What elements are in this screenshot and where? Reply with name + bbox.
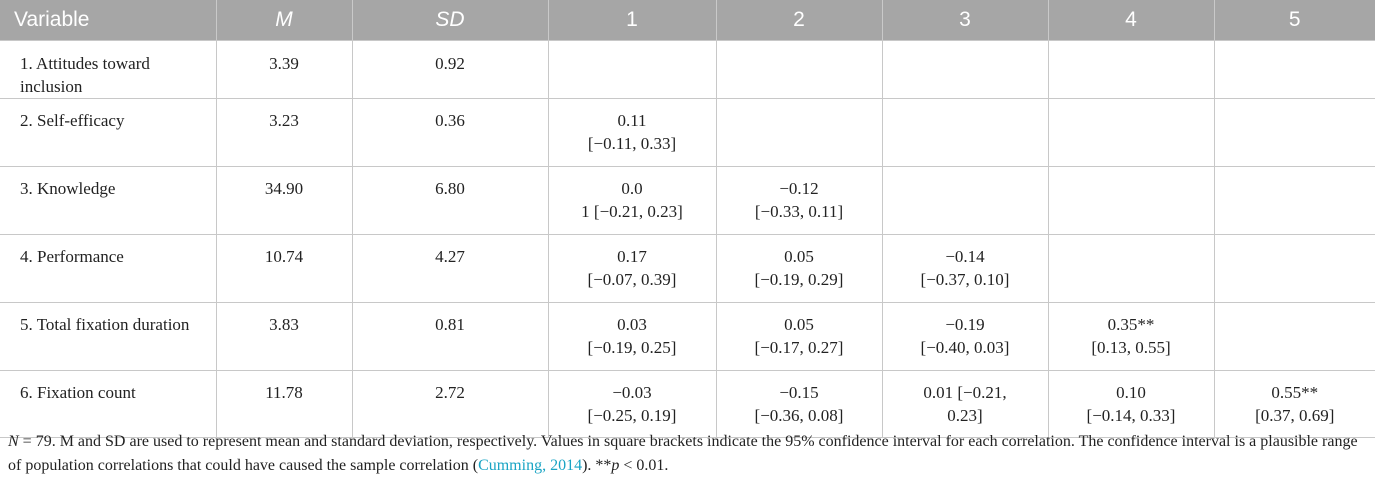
- correlation-cell: [1213, 234, 1375, 303]
- correlation-cell: [715, 98, 883, 167]
- correlation-cell: 0.10 [−0.14, 0.33]: [1047, 370, 1215, 438]
- correlation-cell: [1213, 98, 1375, 167]
- table-row: 5. Total fixation duration 3.83 0.81 0.0…: [0, 302, 1375, 371]
- correlation-cell: [547, 40, 717, 99]
- correlation-cell: 0.05 [−0.17, 0.27]: [715, 302, 883, 371]
- header-col-4: 4: [1048, 0, 1215, 41]
- correlation-cell: 0.55** [0.37, 0.69]: [1213, 370, 1375, 438]
- sd-cell: 4.27: [351, 234, 549, 303]
- correlation-cell: [881, 98, 1049, 167]
- sd-cell: 0.36: [351, 98, 549, 167]
- sd-cell: 6.80: [351, 166, 549, 235]
- correlation-cell: [1047, 40, 1215, 99]
- correlation-table: Variable M SD 1 2 3 4 5 1. Attitudes tow…: [0, 0, 1375, 438]
- variable-cell: 3. Knowledge: [0, 166, 217, 235]
- correlation-cell: −0.03 [−0.25, 0.19]: [547, 370, 717, 438]
- mean-cell: 3.83: [215, 302, 353, 371]
- correlation-cell: [881, 40, 1049, 99]
- correlation-cell: 0.01 [−0.21, 0.23]: [881, 370, 1049, 438]
- correlation-cell: −0.19 [−0.40, 0.03]: [881, 302, 1049, 371]
- correlation-cell: −0.12 [−0.33, 0.11]: [715, 166, 883, 235]
- table-header-row: Variable M SD 1 2 3 4 5: [0, 0, 1375, 41]
- citation-link[interactable]: Cumming, 2014: [478, 457, 583, 474]
- mean-cell: 3.39: [215, 40, 353, 99]
- correlation-cell: −0.14 [−0.37, 0.10]: [881, 234, 1049, 303]
- table-footnote: N = 79. M and SD are used to represent m…: [8, 430, 1368, 478]
- sd-cell: 2.72: [351, 370, 549, 438]
- header-sd: SD: [352, 0, 549, 41]
- correlation-cell: −0.15 [−0.36, 0.08]: [715, 370, 883, 438]
- table-row: 4. Performance 10.74 4.27 0.17 [−0.07, 0.…: [0, 234, 1375, 303]
- header-col-5: 5: [1214, 0, 1375, 41]
- correlation-cell: [881, 166, 1049, 235]
- header-col-3: 3: [882, 0, 1049, 41]
- mean-cell: 34.90: [215, 166, 353, 235]
- correlation-cell: 0.0 1 [−0.21, 0.23]: [547, 166, 717, 235]
- header-col-1: 1: [548, 0, 717, 41]
- correlation-cell: [1213, 166, 1375, 235]
- correlation-cell: 0.03 [−0.19, 0.25]: [547, 302, 717, 371]
- correlation-cell: [1047, 166, 1215, 235]
- mean-cell: 10.74: [215, 234, 353, 303]
- header-mean: M: [216, 0, 353, 41]
- header-variable: Variable: [0, 0, 217, 41]
- mean-cell: 3.23: [215, 98, 353, 167]
- footnote-text-3: < 0.01.: [619, 457, 669, 474]
- variable-cell: 1. Attitudes toward inclusion: [0, 40, 217, 99]
- correlation-cell: 0.35** [0.13, 0.55]: [1047, 302, 1215, 371]
- table-row: 6. Fixation count 11.78 2.72 −0.03 [−0.25…: [0, 370, 1375, 438]
- sd-cell: 0.92: [351, 40, 549, 99]
- p-symbol: p: [611, 457, 620, 474]
- mean-cell: 11.78: [215, 370, 353, 438]
- variable-cell: 2. Self-efficacy: [0, 98, 217, 167]
- footnote-text: = 79. M and SD are used to represent mea…: [8, 433, 1358, 474]
- variable-cell: 5. Total fixation duration: [0, 302, 217, 371]
- correlation-cell: [1213, 302, 1375, 371]
- correlation-cell: 0.11 [−0.11, 0.33]: [547, 98, 717, 167]
- table-row: 3. Knowledge 34.90 6.80 0.0 1 [−0.21, 0.2…: [0, 166, 1375, 235]
- correlation-cell: [1047, 98, 1215, 167]
- correlation-cell: 0.05 [−0.19, 0.29]: [715, 234, 883, 303]
- correlation-cell: [715, 40, 883, 99]
- header-col-2: 2: [716, 0, 883, 41]
- footnote-text-2: ). **: [582, 457, 612, 474]
- variable-cell: 4. Performance: [0, 234, 217, 303]
- correlation-cell: 0.17 [−0.07, 0.39]: [547, 234, 717, 303]
- correlation-cell: [1213, 40, 1375, 99]
- variable-cell: 6. Fixation count: [0, 370, 217, 438]
- correlation-cell: [1047, 234, 1215, 303]
- table-row: 2. Self-efficacy 3.23 0.36 0.11 [−0.11, 0…: [0, 98, 1375, 167]
- table-row: 1. Attitudes toward inclusion 3.39 0.92: [0, 40, 1375, 99]
- sd-cell: 0.81: [351, 302, 549, 371]
- n-symbol: N: [8, 433, 19, 450]
